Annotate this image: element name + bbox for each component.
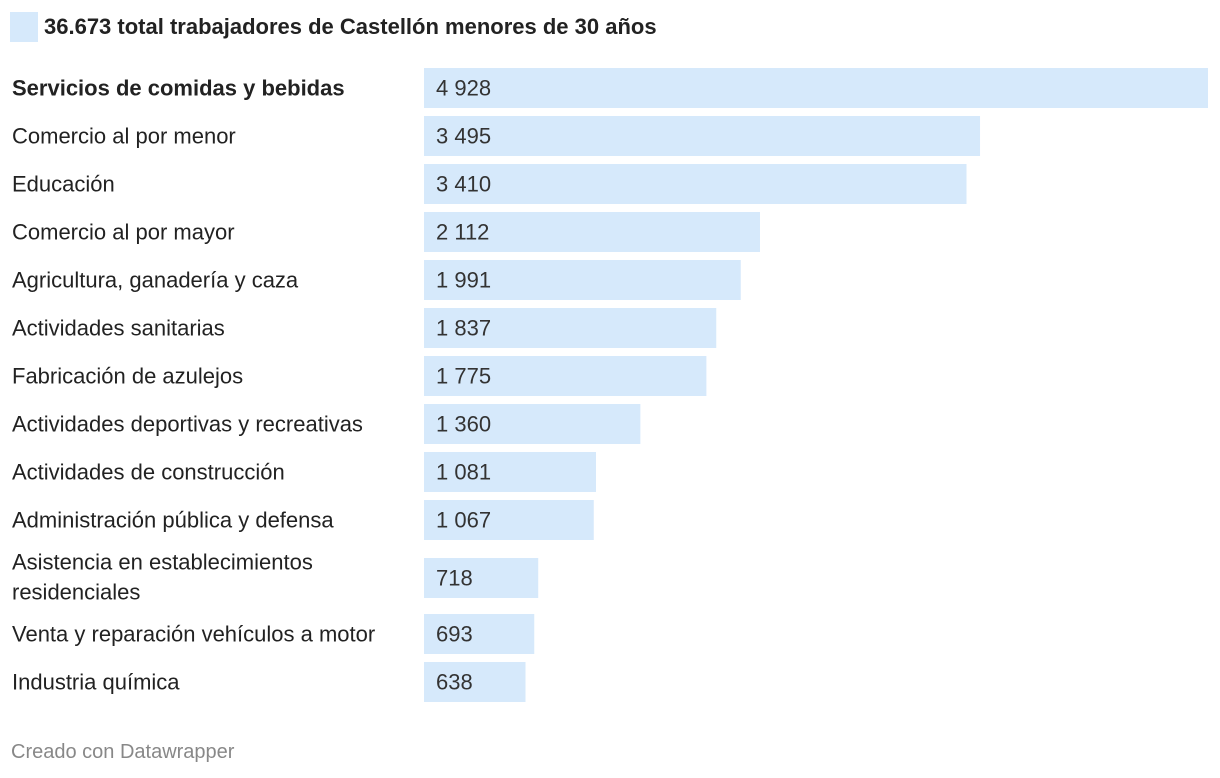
category-label: Actividades deportivas y recreativas [12,412,363,437]
bar [424,452,596,492]
footer-credit[interactable]: Creado con Datawrapper [11,741,235,763]
bar [424,558,539,598]
category-label: Asistencia en establecimientos residencia… [12,550,313,605]
category-label: Actividades de construcción [12,460,285,485]
legend-label: 36.673 total trabajadores de Castellón m… [44,14,657,39]
value-label: 718 [436,566,473,591]
value-label: 4 928 [436,76,491,101]
bar [424,116,981,156]
value-label: 1 775 [436,364,491,389]
value-label: 1 837 [436,316,491,341]
value-label: 3 410 [436,172,491,197]
bar [424,404,641,444]
category-label: Comercio al por mayor [12,220,235,245]
bar [424,308,717,348]
bar [424,662,526,702]
category-label: Comercio al por menor [12,124,236,149]
value-label: 638 [436,670,473,695]
category-label: Servicios de comidas y bebidas [12,76,345,101]
bar [424,212,760,252]
category-label: Industria química [12,670,180,695]
value-label: 2 112 [436,220,489,245]
bar [424,68,1208,108]
legend-swatch [10,12,38,42]
legend: 36.673 total trabajadores de Castellón m… [10,12,657,42]
value-label: 3 495 [436,124,491,149]
value-label: 1 067 [436,508,491,533]
category-label: Fabricación de azulejos [12,364,243,389]
category-label: Agricultura, ganadería y caza [12,268,299,293]
category-label: Actividades sanitarias [12,316,225,341]
bar [424,614,535,654]
category-label: Educación [12,172,115,197]
category-label: Administración pública y defensa [12,508,334,533]
category-label: Venta y reparación vehículos a motor [12,622,375,647]
value-label: 693 [436,622,473,647]
bar [424,164,967,204]
bar-chart: 4 928 Servicios de comidas y bebidas 3 495… [12,68,1208,702]
bar [424,260,741,300]
value-label: 1 081 [436,460,491,485]
bar [424,356,707,396]
bar [424,500,594,540]
value-label: 1 991 [436,268,491,293]
value-label: 1 360 [436,412,491,437]
